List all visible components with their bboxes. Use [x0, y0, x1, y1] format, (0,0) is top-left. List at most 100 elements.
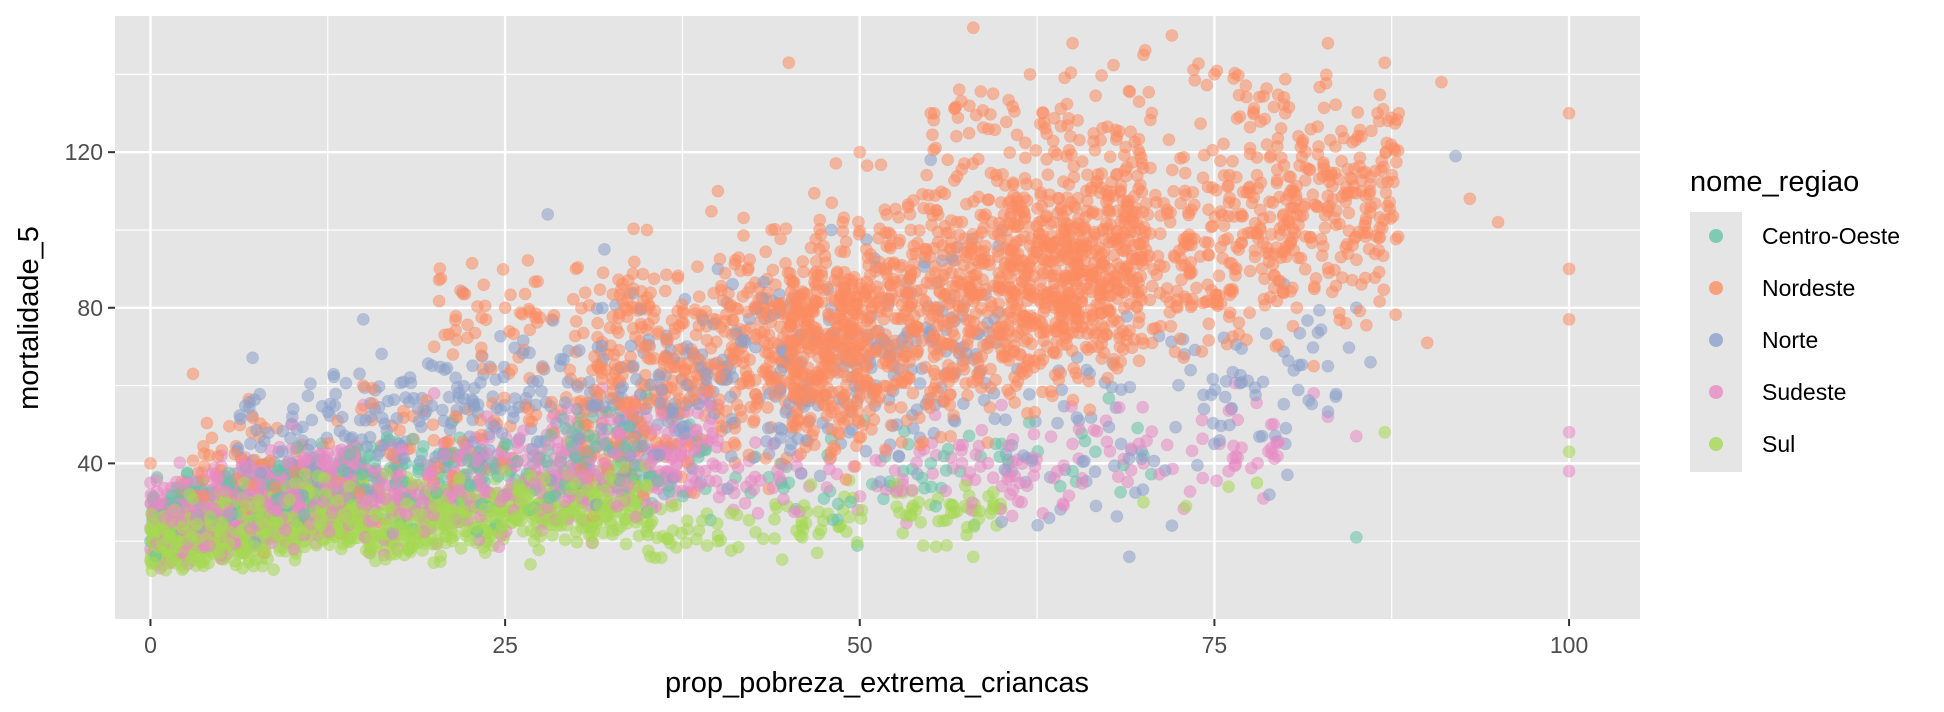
point-centro-oeste — [962, 429, 976, 443]
point-sudeste — [777, 492, 790, 506]
point-nordeste — [714, 279, 728, 293]
point-sudeste — [316, 495, 330, 509]
point-sudeste — [1160, 438, 1174, 452]
point-sudeste — [1044, 430, 1058, 444]
point-norte — [378, 417, 392, 431]
point-sul — [632, 529, 646, 543]
point-norte — [726, 277, 739, 291]
point-norte — [512, 400, 525, 414]
point-sul — [793, 529, 807, 542]
point-nordeste — [627, 222, 640, 236]
point-centro-oeste — [380, 430, 394, 444]
point-norte — [356, 312, 370, 326]
point-sudeste — [415, 496, 429, 510]
point-nordeste — [503, 324, 516, 338]
point-norte — [1263, 488, 1276, 502]
point-norte — [1306, 341, 1320, 354]
point-norte — [677, 427, 691, 441]
point-norte — [653, 396, 667, 410]
point-sul — [598, 483, 611, 497]
point-norte — [624, 339, 638, 353]
point-norte — [335, 410, 349, 424]
point-sul — [804, 478, 818, 491]
point-norte — [1078, 454, 1091, 468]
point-sudeste — [1072, 422, 1086, 436]
point-sudeste — [270, 504, 283, 518]
point-nordeste — [593, 283, 607, 297]
point-nordeste — [759, 245, 773, 259]
point-sudeste — [749, 436, 762, 449]
point-sudeste — [496, 489, 510, 503]
point-norte — [775, 423, 789, 436]
point-nordeste — [186, 367, 200, 381]
point-norte — [381, 394, 395, 408]
point-sudeste — [150, 473, 164, 487]
point-nordeste — [322, 436, 336, 450]
point-sudeste — [391, 469, 405, 483]
point-nordeste — [576, 326, 590, 340]
point-centro-oeste — [1089, 445, 1102, 459]
point-sul — [257, 518, 271, 532]
point-norte — [466, 394, 480, 408]
point-sul — [966, 550, 980, 564]
point-nordeste — [773, 298, 786, 312]
point-nordeste — [627, 255, 641, 269]
point-sul — [247, 540, 261, 553]
point-norte — [1287, 363, 1301, 377]
point-nordeste — [608, 358, 622, 372]
point-nordeste — [596, 266, 610, 280]
point-norte — [412, 414, 426, 428]
point-sudeste — [823, 462, 836, 476]
point-nordeste — [496, 262, 510, 276]
point-sudeste — [787, 505, 801, 519]
point-sudeste — [1050, 464, 1064, 478]
point-nordeste — [642, 396, 656, 410]
point-nordeste — [474, 341, 488, 355]
point-sul — [929, 540, 943, 553]
point-sul — [184, 530, 198, 543]
point-sudeste — [621, 477, 635, 491]
point-nordeste — [658, 284, 672, 298]
point-sudeste — [1112, 401, 1126, 414]
point-nordeste — [779, 222, 793, 236]
point-nordeste — [535, 361, 549, 375]
point-sul — [1137, 495, 1150, 509]
point-norte — [1172, 378, 1185, 392]
point-sudeste — [1036, 507, 1050, 520]
point-centro-oeste — [844, 495, 857, 509]
point-centro-oeste — [416, 439, 430, 453]
point-norte — [1219, 374, 1233, 388]
point-sudeste — [451, 449, 465, 463]
point-sul — [534, 529, 547, 543]
point-nordeste — [533, 311, 547, 325]
point-sudeste — [890, 484, 904, 498]
point-nordeste — [729, 354, 743, 368]
point-centro-oeste — [937, 449, 951, 463]
point-sul — [675, 526, 688, 540]
point-nordeste — [582, 298, 596, 312]
point-nordeste — [449, 313, 462, 327]
point-sul — [168, 542, 182, 555]
point-nordeste — [484, 362, 498, 376]
point-sudeste — [604, 413, 618, 427]
point-norte — [558, 396, 572, 410]
point-norte — [328, 399, 342, 413]
point-sul — [700, 539, 714, 552]
point-sul — [493, 525, 507, 539]
point-norte — [243, 437, 257, 451]
point-sul — [756, 532, 770, 546]
point-norte — [1110, 510, 1124, 523]
point-centro-oeste — [559, 421, 572, 435]
point-norte — [1108, 459, 1121, 473]
point-sul — [893, 506, 906, 519]
point-norte — [522, 385, 536, 399]
point-centro-oeste — [929, 499, 943, 513]
point-sul — [283, 493, 297, 507]
point-norte — [1277, 397, 1291, 411]
point-nordeste — [454, 284, 467, 298]
point-sudeste — [747, 483, 761, 497]
point-norte — [1364, 355, 1377, 369]
point-nordeste — [465, 256, 479, 270]
point-nordeste — [461, 318, 475, 332]
point-nordeste — [686, 375, 699, 389]
